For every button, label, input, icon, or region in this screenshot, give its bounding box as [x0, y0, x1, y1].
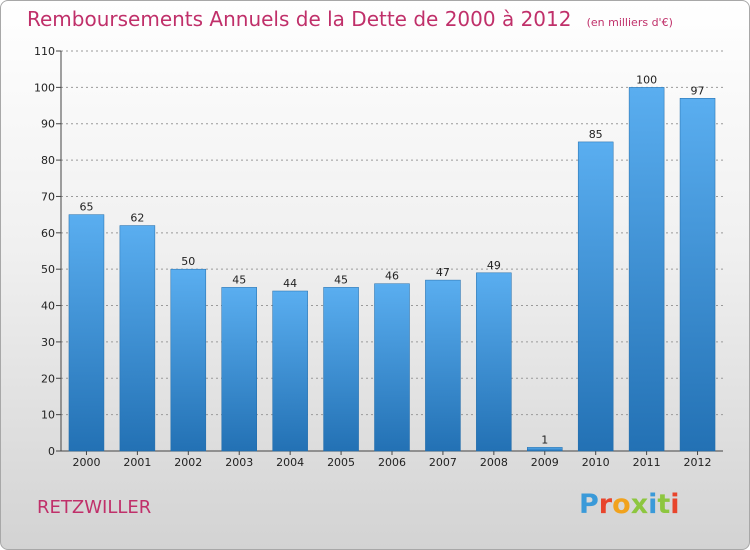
x-tick-label: 2009: [531, 456, 559, 469]
value-label: 45: [232, 273, 246, 286]
logo-letter: P: [579, 489, 599, 520]
value-label: 50: [181, 255, 195, 268]
x-tick-label: 2004: [276, 456, 304, 469]
commune-name: RETZWILLER: [37, 497, 152, 518]
x-tick-label: 2001: [123, 456, 151, 469]
value-label: 100: [636, 73, 657, 86]
x-tick-label: 2002: [174, 456, 202, 469]
logo-letter: i: [670, 489, 680, 520]
bar-2008: [476, 272, 512, 452]
value-label: 46: [385, 270, 399, 283]
x-tick-label: 2003: [225, 456, 253, 469]
y-tick-label: 80: [41, 154, 55, 167]
y-tick-label: 50: [41, 263, 55, 276]
logo-letter: x: [630, 489, 649, 520]
logo-letter: i: [648, 489, 658, 520]
proxiti-logo: Proxiti: [579, 489, 680, 520]
logo-letter: t: [657, 489, 671, 520]
y-tick-label: 60: [41, 227, 55, 240]
bar-2002: [170, 268, 207, 452]
x-tick-label: 2008: [480, 456, 508, 469]
x-tick-label: 2000: [72, 456, 100, 469]
chart-unit: (en milliers d'€): [586, 16, 673, 29]
value-label: 62: [130, 212, 144, 225]
y-tick-label: 0: [48, 445, 55, 458]
bar-2006: [374, 283, 410, 452]
y-tick-label: 10: [41, 409, 55, 422]
value-label: 47: [436, 266, 450, 279]
bar-2010: [577, 141, 614, 452]
y-tick-label: 90: [41, 118, 55, 131]
y-tick-label: 110: [34, 45, 55, 58]
bar-2012: [679, 98, 716, 452]
bar-2005: [323, 287, 359, 452]
bar-2011: [628, 87, 665, 452]
x-tick-label: 2010: [582, 456, 610, 469]
value-label: 1: [541, 433, 548, 446]
bar-2007: [425, 279, 461, 452]
logo-letter: r: [598, 489, 613, 520]
y-tick-label: 30: [41, 336, 55, 349]
value-label: 45: [334, 273, 348, 286]
value-label: 49: [487, 259, 501, 272]
chart-title: Remboursements Annuels de la Dette de 20…: [27, 7, 673, 31]
value-label: 85: [589, 128, 603, 141]
value-label: 97: [691, 84, 705, 97]
x-tick-label: 2006: [378, 456, 406, 469]
bar-2003: [221, 287, 257, 452]
x-tick-label: 2005: [327, 456, 355, 469]
bar-2009: [527, 447, 563, 452]
y-tick-label: 70: [41, 190, 55, 203]
x-tick-label: 2011: [633, 456, 661, 469]
logo-letter: o: [612, 489, 631, 520]
value-label: 65: [79, 201, 93, 214]
y-tick-label: 40: [41, 300, 55, 313]
bar-2001: [119, 225, 156, 452]
bar-2004: [272, 290, 308, 452]
x-tick-label: 2007: [429, 456, 457, 469]
chart-title-main: Remboursements Annuels de la Dette de 20…: [27, 7, 572, 31]
y-tick-label: 100: [34, 81, 55, 94]
bar-2000: [68, 214, 105, 452]
x-tick-label: 2012: [684, 456, 712, 469]
value-label: 44: [283, 277, 297, 290]
y-tick-label: 20: [41, 372, 55, 385]
